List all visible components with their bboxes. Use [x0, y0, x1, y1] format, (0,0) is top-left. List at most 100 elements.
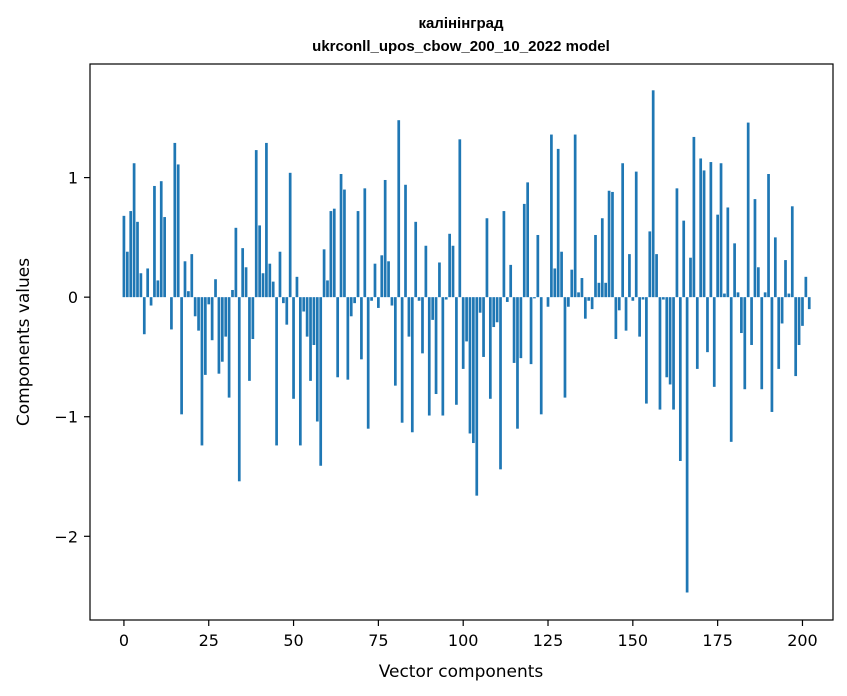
bar: [251, 297, 255, 340]
bar: [777, 297, 781, 369]
bar: [237, 297, 241, 482]
bar: [790, 206, 794, 298]
bar: [380, 255, 384, 298]
bar: [183, 261, 187, 298]
bar: [651, 90, 655, 298]
bar: [600, 218, 604, 298]
bar: [505, 297, 509, 302]
bar: [519, 297, 523, 359]
bar: [746, 122, 750, 298]
bar: [180, 297, 183, 415]
bar: [740, 297, 743, 334]
bar: [220, 297, 224, 362]
bar: [187, 291, 190, 298]
bar: [580, 278, 584, 298]
bar: [628, 254, 631, 298]
ticks-group: 0 25 50 75 100 125 150 175 200 −2 −1 0 1: [54, 169, 817, 650]
bar: [397, 120, 401, 298]
bar: [797, 297, 801, 345]
bar: [417, 297, 421, 301]
plot-area-frame: [89, 63, 834, 621]
bar: [787, 293, 791, 298]
bar: [363, 188, 367, 298]
bar: [159, 181, 163, 298]
bar: [421, 297, 424, 354]
bar: [482, 297, 485, 357]
bar: [231, 289, 234, 298]
bar: [546, 297, 550, 307]
x-tick-label: 200: [787, 631, 818, 650]
bar: [414, 221, 418, 298]
bar: [658, 297, 662, 410]
bar: [343, 189, 346, 298]
bar: [149, 297, 153, 306]
bar: [512, 297, 516, 363]
x-tick-label: 175: [702, 631, 733, 650]
x-tick-label: 25: [199, 631, 219, 650]
y-tick-label: 0: [68, 288, 78, 307]
bar: [672, 297, 675, 410]
y-axis-label: Components values: [14, 258, 34, 426]
bar: [502, 211, 506, 298]
bar: [560, 251, 563, 298]
bar: [241, 248, 245, 298]
bar: [139, 273, 143, 298]
bar: [434, 297, 438, 395]
bar: [594, 234, 597, 298]
bar: [125, 251, 129, 298]
bar: [641, 297, 645, 300]
bar: [465, 297, 468, 342]
bar: [807, 297, 811, 310]
y-tick-label: 1: [68, 169, 78, 188]
bar: [400, 297, 404, 423]
bar: [583, 297, 587, 319]
x-tick-label: 75: [368, 631, 388, 650]
bar: [550, 134, 553, 298]
bar: [349, 297, 353, 317]
bar: [475, 297, 479, 496]
bar: [495, 297, 499, 323]
bar: [604, 282, 608, 298]
bar: [590, 297, 594, 310]
bar: [719, 163, 723, 298]
bar: [780, 297, 784, 324]
bar: [682, 220, 686, 298]
bar: [224, 297, 228, 337]
bar: [770, 297, 774, 412]
bar: [285, 297, 289, 325]
bar: [678, 297, 682, 461]
bar: [702, 170, 706, 298]
x-tick-label: 125: [533, 631, 564, 650]
bar: [516, 297, 519, 429]
bar: [529, 297, 533, 365]
bar: [784, 260, 787, 298]
bar: [431, 297, 435, 320]
bar: [265, 142, 268, 298]
bar: [319, 297, 323, 466]
bar: [757, 267, 760, 298]
bar: [438, 262, 441, 298]
bar: [801, 297, 804, 326]
bar: [733, 243, 736, 298]
bar: [726, 207, 730, 298]
bar: [302, 297, 306, 312]
bar: [227, 297, 231, 398]
bar: [309, 297, 312, 381]
bar: [441, 297, 445, 416]
bar: [404, 184, 407, 298]
bar: [326, 280, 329, 298]
bar: [631, 297, 635, 301]
bar: [621, 163, 625, 298]
bar: [617, 297, 621, 311]
bar: [193, 297, 197, 317]
bar: [522, 203, 526, 298]
bar: [282, 297, 285, 304]
bar: [210, 297, 214, 341]
bar: [458, 139, 462, 298]
bar: [763, 292, 767, 298]
bar: [536, 234, 540, 298]
bar: [163, 217, 166, 298]
bar: [136, 221, 139, 298]
bar: [614, 297, 618, 340]
